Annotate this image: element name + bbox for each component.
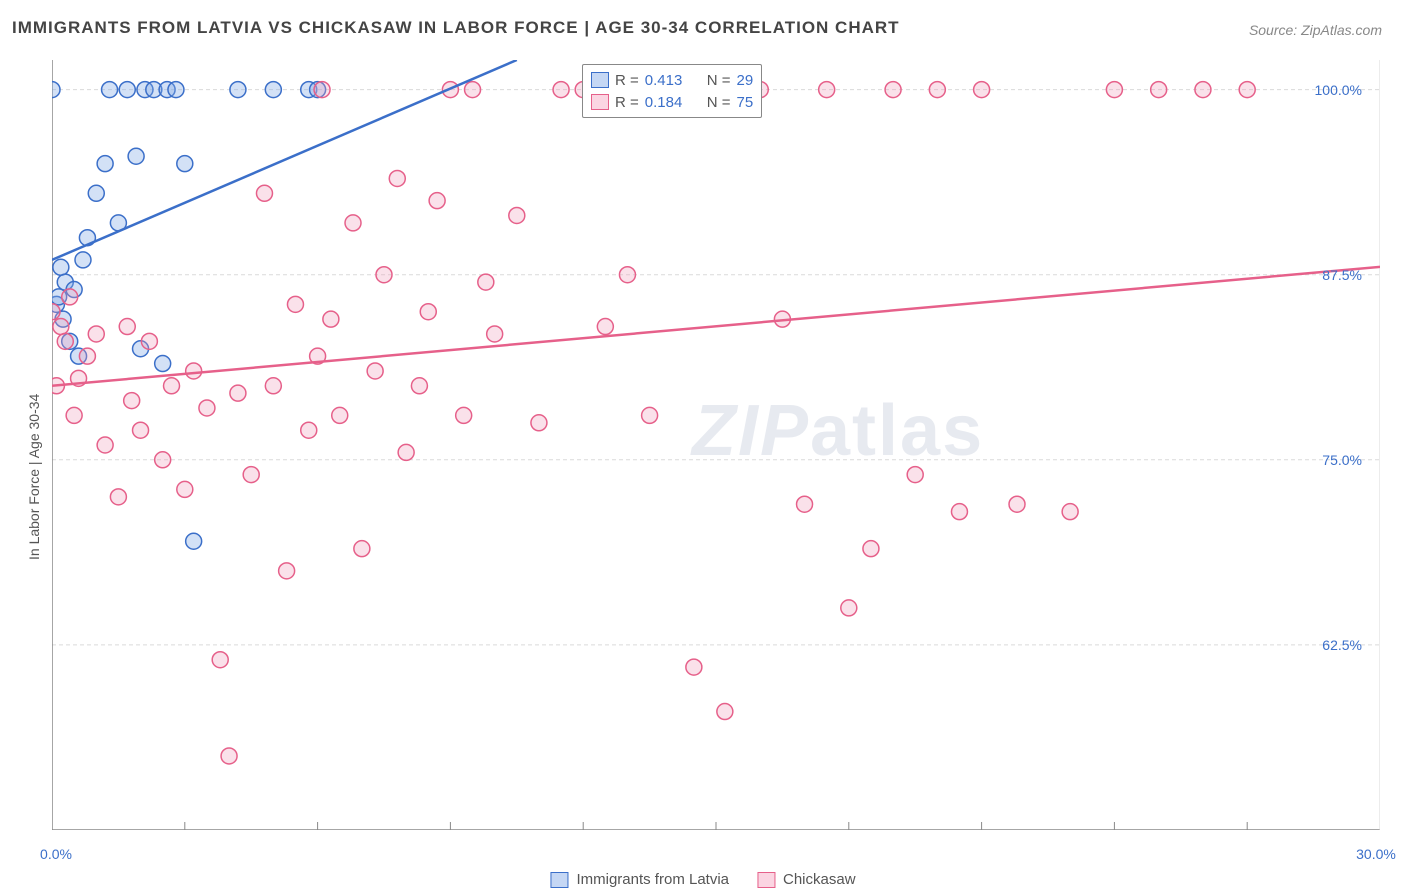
x-tick-left: 0.0% <box>40 846 72 862</box>
stat-r-label: R = <box>615 72 639 89</box>
source-label: Source: ZipAtlas.com <box>1249 22 1382 38</box>
stats-row: R = 0.413 N = 29 <box>591 69 753 91</box>
stat-n-value: 29 <box>737 72 754 89</box>
chart-title: IMMIGRANTS FROM LATVIA VS CHICKASAW IN L… <box>12 18 900 38</box>
series-legend: Immigrants from Latvia Chickasaw <box>550 871 855 888</box>
stat-r-label: R = <box>615 94 639 111</box>
stat-r-value: 0.184 <box>645 94 693 111</box>
stat-n-value: 75 <box>737 94 754 111</box>
stat-n-label: N = <box>707 94 731 111</box>
y-tick-label: 62.5% <box>1322 637 1362 653</box>
series-swatch <box>591 94 609 110</box>
plot-area: ZIPatlas R =0.413N =29R =0.184N =75 0.0%… <box>52 60 1380 830</box>
y-axis-label: In Labor Force | Age 30-34 <box>26 394 42 560</box>
legend-item: Chickasaw <box>757 871 856 888</box>
legend-label: Chickasaw <box>783 871 856 888</box>
stats-legend: R = 0.413 N = 29 R = 0.184 N = 75 <box>582 64 762 118</box>
y-tick-label: 100.0% <box>1315 82 1362 98</box>
y-tick-label: 87.5% <box>1322 267 1362 283</box>
series-swatch <box>757 872 775 888</box>
series-swatch <box>591 72 609 88</box>
y-tick-label: 75.0% <box>1322 452 1362 468</box>
stats-row: R = 0.184 N = 75 <box>591 91 753 113</box>
stat-n-label: N = <box>707 72 731 89</box>
scatter-svg <box>52 60 1380 830</box>
stat-r-value: 0.413 <box>645 72 693 89</box>
x-tick-right: 30.0% <box>1356 846 1396 862</box>
legend-label: Immigrants from Latvia <box>576 871 729 888</box>
legend-item: Immigrants from Latvia <box>550 871 729 888</box>
series-swatch <box>550 872 568 888</box>
